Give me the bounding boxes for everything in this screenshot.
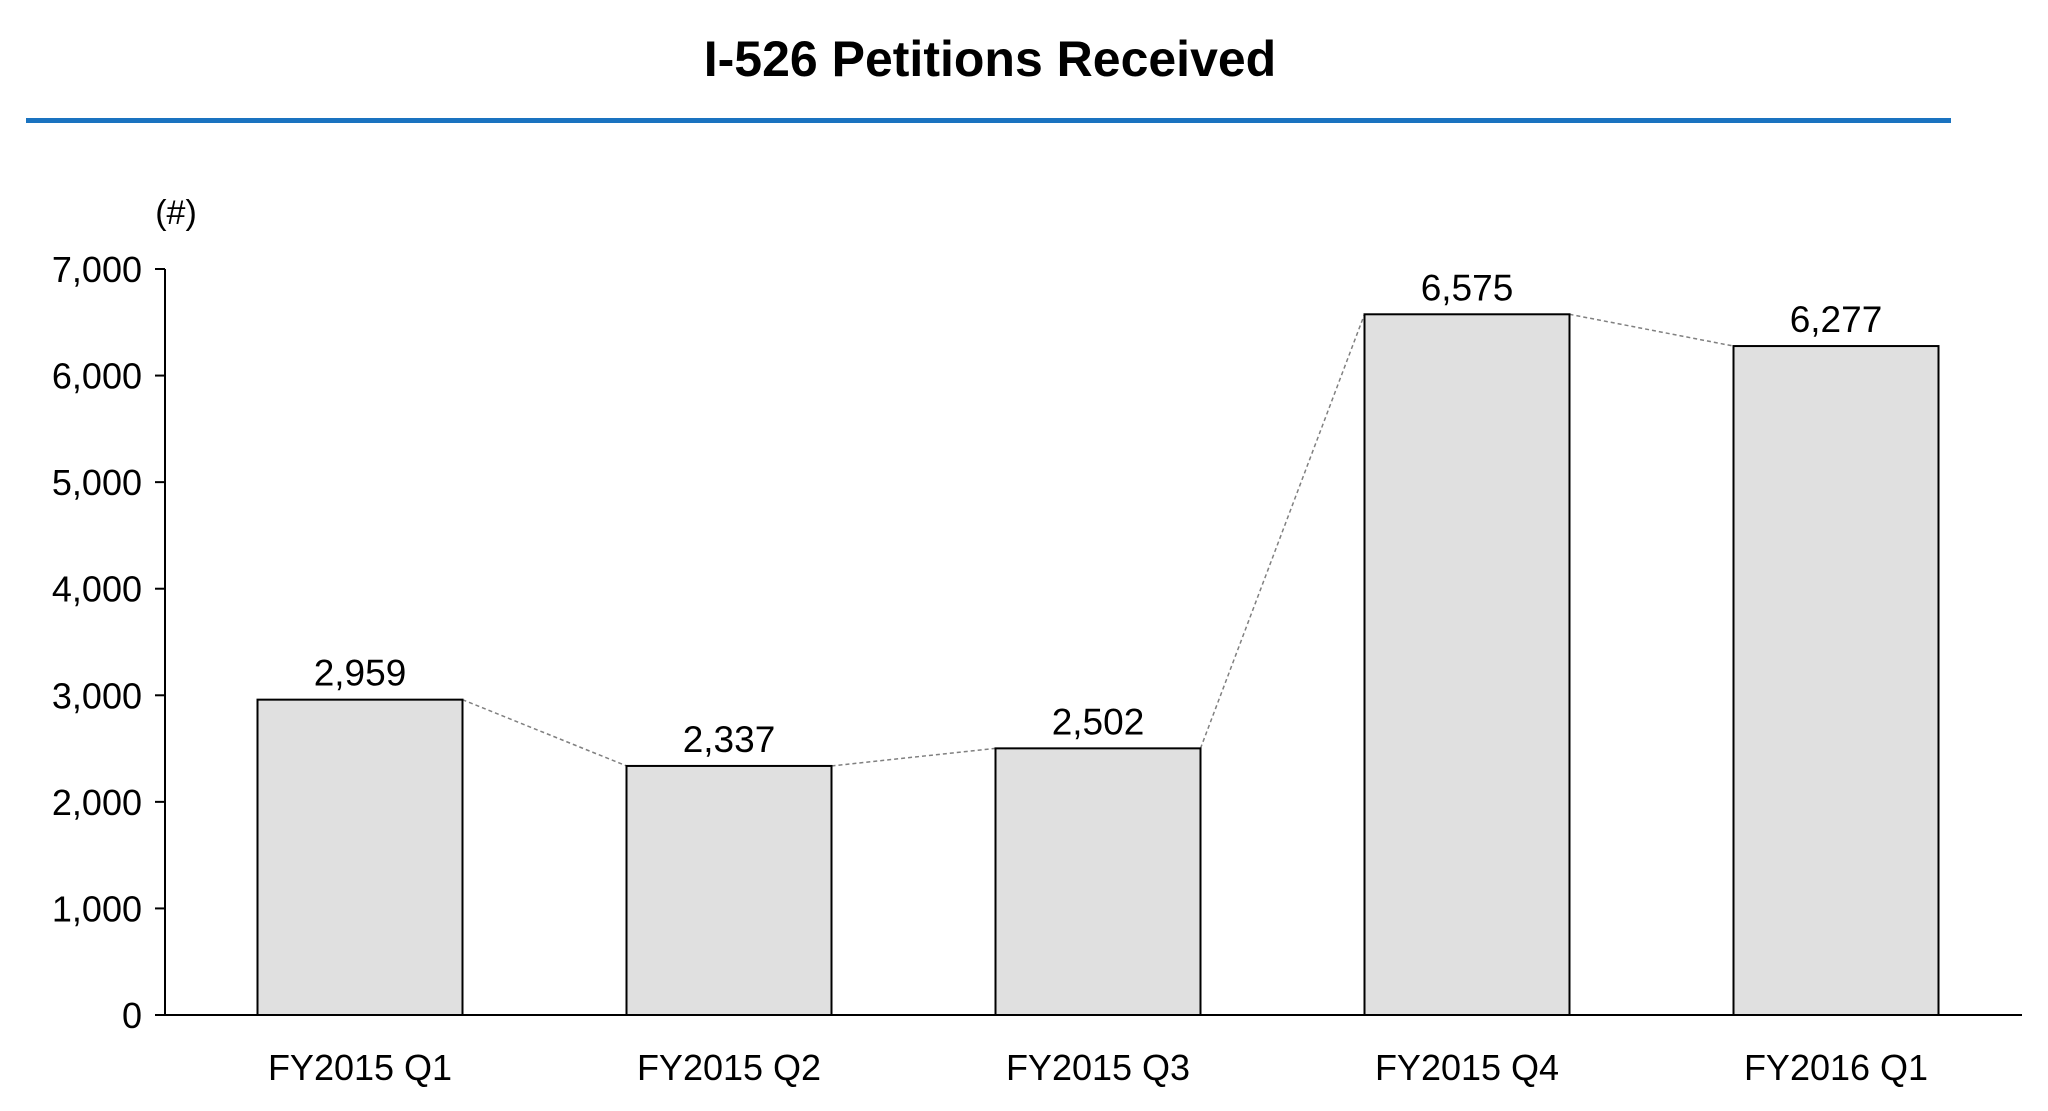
bar-fy2015-q2: [625, 764, 833, 1016]
data-label: 6,575: [1421, 267, 1514, 308]
y-tick-label: 6,000: [52, 356, 142, 397]
x-tick-label: FY2015 Q2: [637, 1047, 821, 1088]
x-tick-label: FY2015 Q3: [1006, 1047, 1190, 1088]
bar-fy2015-q3: [994, 747, 1202, 1016]
x-tick-label: FY2016 Q1: [1744, 1047, 1928, 1088]
connector-line: [1199, 314, 1366, 749]
y-tick-label: 0: [122, 995, 142, 1036]
x-tick-label: FY2015 Q1: [268, 1047, 452, 1088]
data-label: 2,337: [683, 719, 776, 760]
connector-line: [462, 698, 627, 767]
bar-fy2015-q1: [256, 698, 464, 1016]
y-tick-label: 5,000: [52, 462, 142, 503]
data-label: 2,959: [314, 653, 407, 694]
y-tick-label: 7,000: [52, 249, 142, 290]
y-tick-label: 1,000: [52, 888, 142, 929]
y-axis-unit-label: (#): [155, 194, 197, 232]
title-underline: [26, 118, 1951, 123]
connector-line: [831, 747, 996, 767]
y-tick-label: 2,000: [52, 782, 142, 823]
bar-fy2016-q1: [1732, 345, 1940, 1016]
x-tick-label: FY2015 Q4: [1375, 1047, 1559, 1088]
chart-title: I-526 Petitions Received: [703, 31, 1277, 87]
bar-fy2015-q4: [1363, 313, 1571, 1016]
data-label: 6,277: [1790, 299, 1883, 340]
y-tick-label: 3,000: [52, 675, 142, 716]
data-label: 2,502: [1052, 701, 1145, 742]
y-tick-label: 4,000: [52, 569, 142, 610]
connector-line: [1569, 313, 1734, 347]
